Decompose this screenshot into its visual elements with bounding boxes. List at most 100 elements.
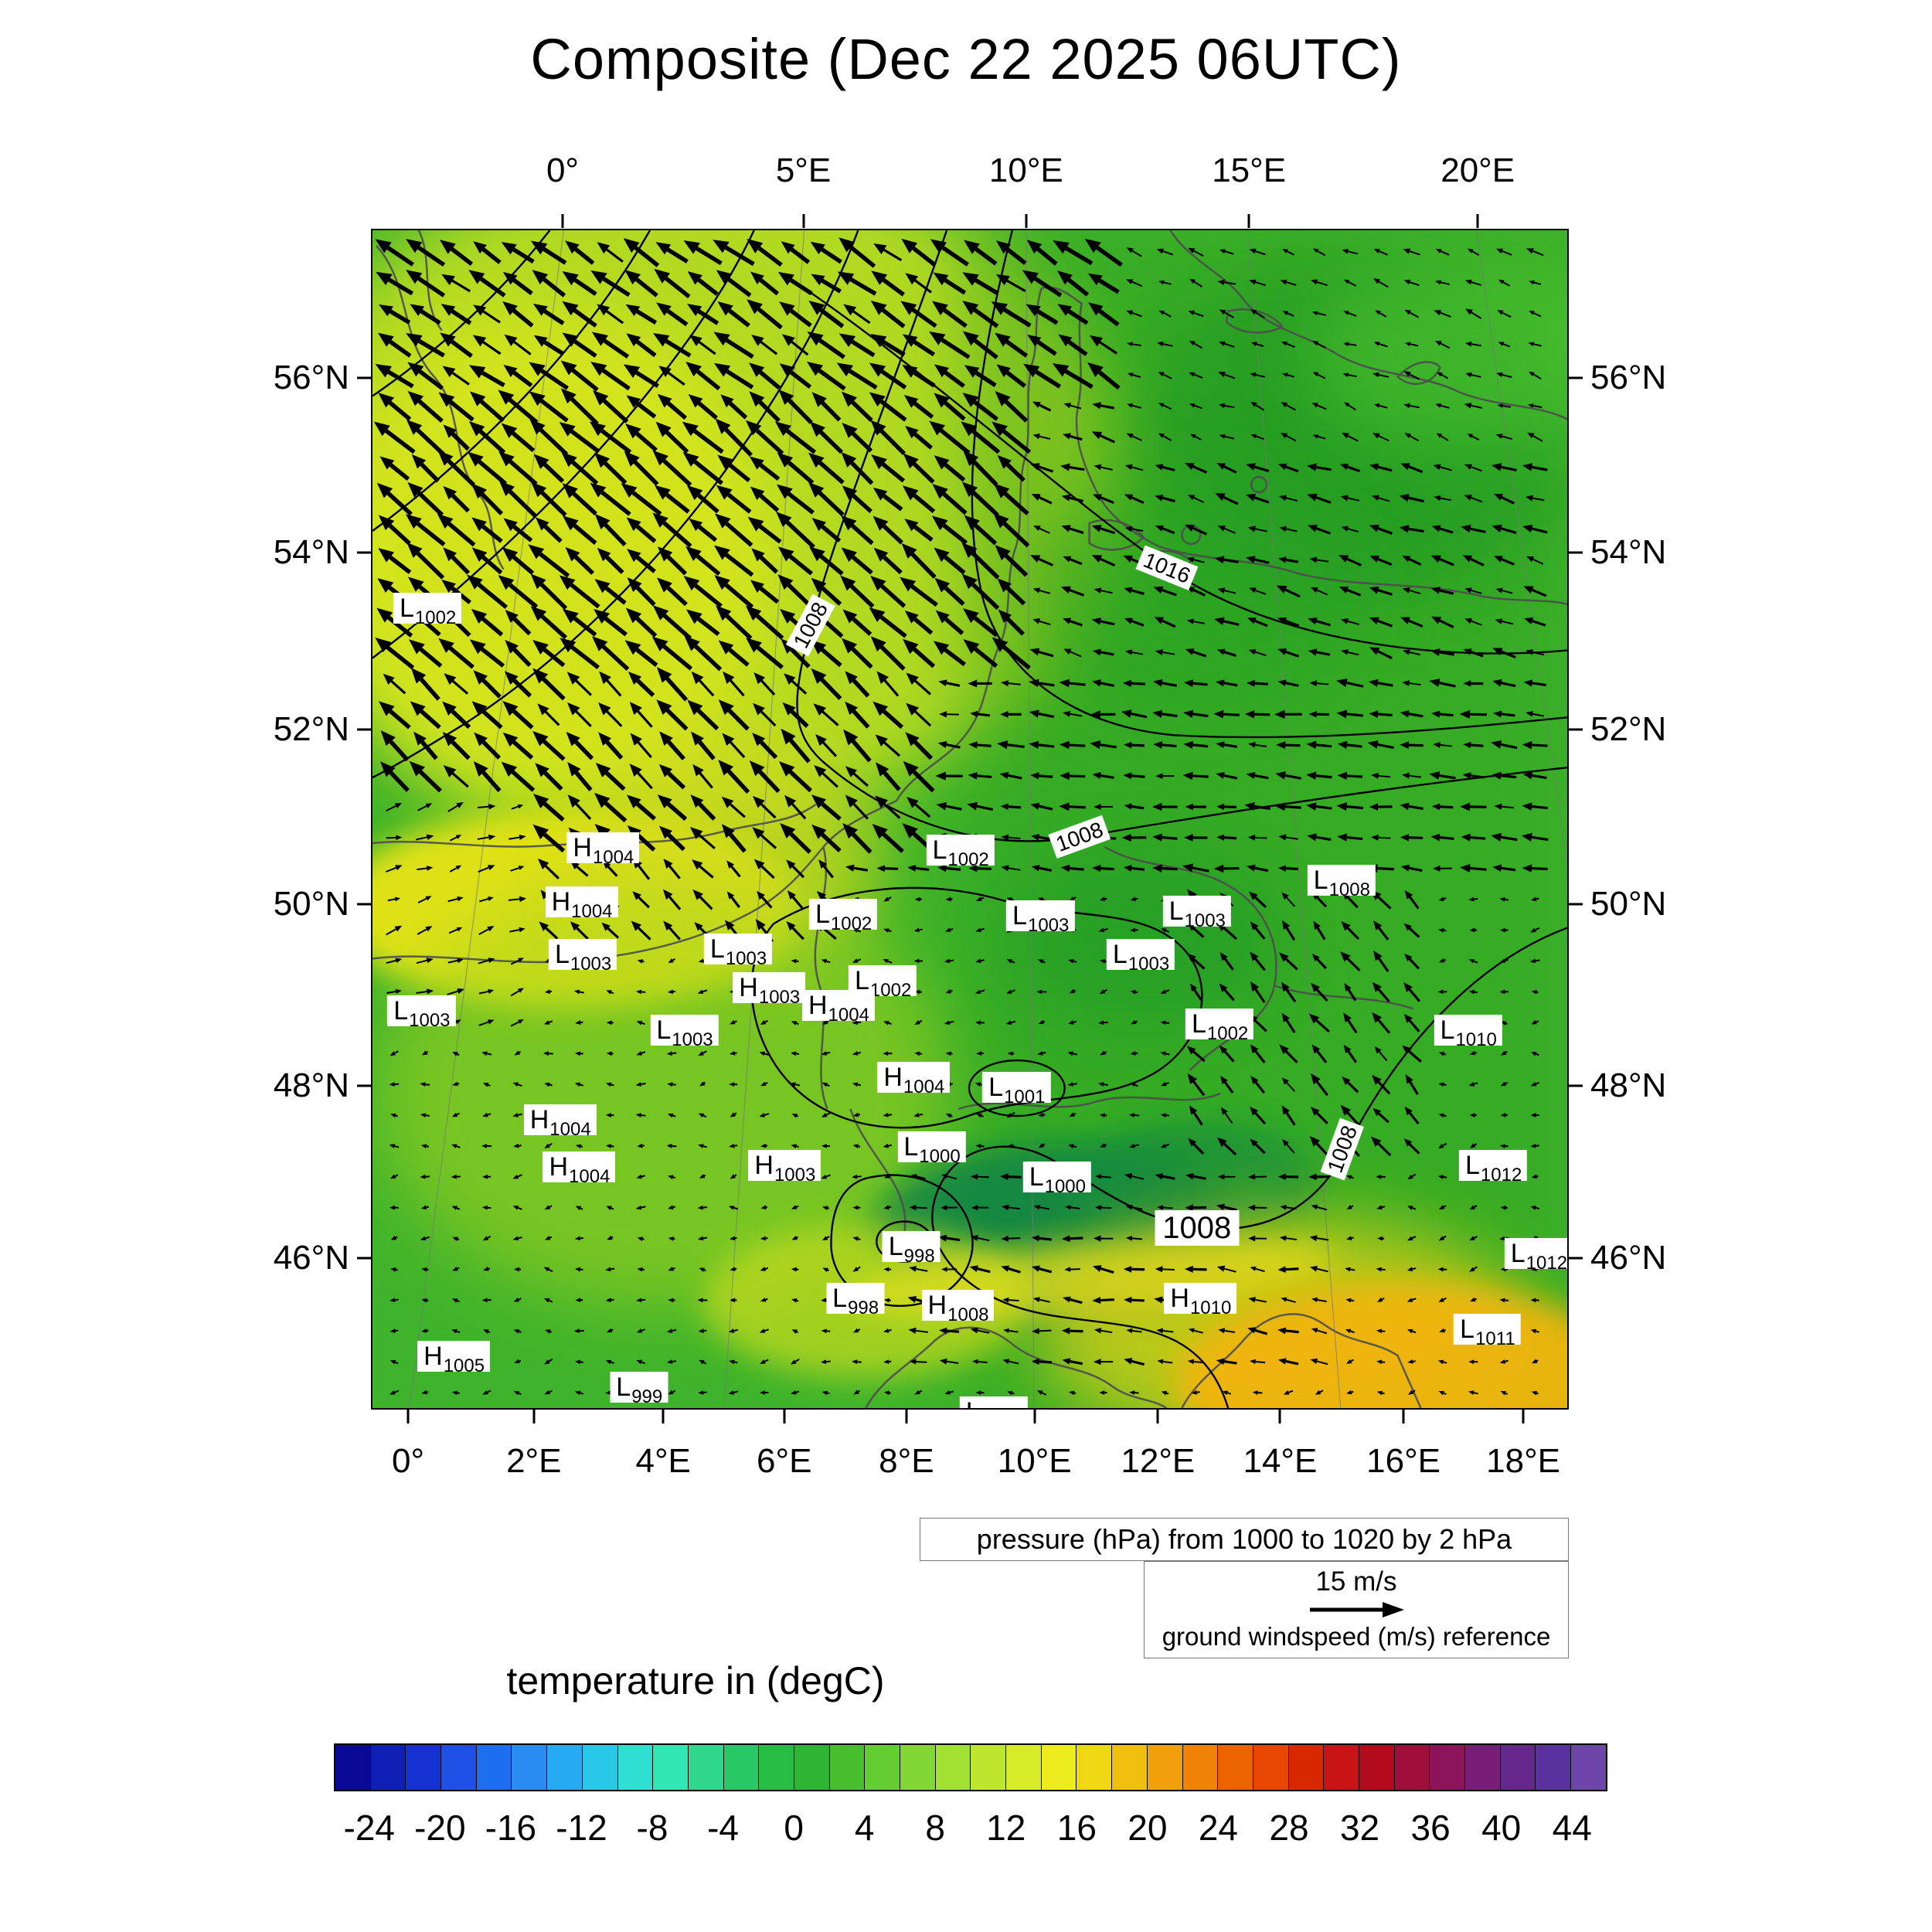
axis-tick-label-bottom: 8°E [879, 1442, 934, 1480]
axis-tick [357, 728, 371, 731]
axis-tick [357, 1257, 371, 1260]
colorbar-segment [1536, 1745, 1572, 1790]
axis-tick [1569, 551, 1583, 554]
colorbar-tick-label: 8 [925, 1808, 946, 1848]
colorbar-tick-label: -20 [414, 1808, 466, 1848]
colorbar-tick-label: 40 [1481, 1808, 1522, 1848]
axis-tick-label-right: 46°N [1590, 1239, 1667, 1277]
axis-tick [1033, 1410, 1036, 1423]
colorbar-segment [406, 1745, 442, 1790]
colorbar-tick-label: -8 [636, 1808, 668, 1848]
axis-tick-label-top: 0° [546, 151, 580, 189]
axis-tick-label-right: 50°N [1590, 885, 1667, 923]
colorbar-segment [1288, 1745, 1325, 1790]
axis-tick [561, 214, 564, 228]
axis-tick-label-left: 48°N [273, 1066, 349, 1105]
colorbar-tick-label: -16 [485, 1808, 537, 1848]
colorbar-tick-label: 12 [986, 1808, 1026, 1848]
axis-tick-label-bottom: 0° [392, 1442, 425, 1480]
colorbar-segment [370, 1745, 406, 1790]
axis-tick-label-bottom: 18°E [1486, 1442, 1561, 1480]
colorbar-segment [829, 1745, 866, 1790]
wind-vector-layer [373, 237, 1549, 1396]
axis-tick [1476, 214, 1479, 228]
axis-tick-label-bottom: 16°E [1366, 1442, 1441, 1480]
axis-tick-label-top: 10°E [988, 151, 1063, 189]
colorbar-segment [759, 1745, 794, 1790]
axis-tick [783, 1410, 786, 1423]
page-title: Composite (Dec 22 2025 06UTC) [530, 27, 1402, 91]
map-svg [372, 230, 1567, 1408]
axis-tick-label-top: 15°E [1212, 151, 1287, 189]
wind-reference-arrow-icon [1310, 1602, 1404, 1617]
axis-tick [802, 214, 805, 228]
colorbar-tick-label: 4 [854, 1808, 875, 1848]
axis-tick [1278, 1410, 1281, 1423]
colorbar-tick-label: 36 [1410, 1808, 1451, 1848]
axis-tick [1569, 1257, 1583, 1260]
colorbar-segment [441, 1745, 477, 1790]
axis-tick [1025, 214, 1028, 228]
colorbar-segment [653, 1745, 689, 1790]
axis-tick [406, 1410, 410, 1423]
wind-legend-speed: 15 m/s [1315, 1566, 1397, 1597]
axis-tick [1156, 1410, 1159, 1423]
axis-tick-label-bottom: 4°E [635, 1442, 691, 1480]
axis-tick-label-bottom: 6°E [757, 1442, 812, 1480]
colorbar-segment [1218, 1745, 1253, 1790]
axis-tick [357, 1084, 371, 1087]
axis-tick [1569, 728, 1583, 731]
axis-tick [357, 376, 371, 379]
pressure-caption: pressure (hPa) from 1000 to 1020 by 2 hP… [920, 1518, 1569, 1561]
colorbar-segment [1430, 1745, 1465, 1790]
map-plot: L1002 H1004 H1004 L1003 L1003 L1003 L1003 H1003… [274, 151, 1667, 1480]
colorbar [334, 1743, 1607, 1791]
axis-tick-label-bottom: 12°E [1121, 1442, 1196, 1480]
axis-tick [1569, 1084, 1583, 1087]
colorbar-segment [935, 1745, 971, 1790]
axis-tick [662, 1410, 665, 1423]
colorbar-segment [1324, 1745, 1359, 1790]
axis-tick [1569, 376, 1583, 379]
axis-tick-label-left: 46°N [273, 1239, 349, 1277]
colorbar-segment [547, 1745, 583, 1790]
colorbar-segment [1112, 1745, 1148, 1790]
axis-tick [1402, 1410, 1405, 1423]
colorbar-segment [582, 1745, 618, 1790]
axis-tick-label-left: 50°N [273, 885, 349, 923]
colorbar-segment [512, 1745, 548, 1790]
axis-tick [1522, 1410, 1525, 1423]
wind-legend-caption: ground windspeed (m/s) reference [1162, 1622, 1551, 1651]
colorbar-tick-label: 20 [1128, 1808, 1168, 1848]
axis-tick-label-top: 5°E [775, 151, 832, 189]
colorbar-segment [723, 1745, 760, 1790]
colorbar-segment [1006, 1745, 1042, 1790]
colorbar-tick-label: 44 [1552, 1808, 1592, 1848]
colorbar-segment [1359, 1745, 1395, 1790]
axis-tick [1247, 214, 1250, 228]
colorbar-tick-label: -4 [707, 1808, 739, 1848]
colorbar-segment [1182, 1745, 1219, 1790]
colorbar-segment [794, 1745, 830, 1790]
axis-tick-label-right: 54°N [1590, 532, 1667, 571]
colorbar-segment [1253, 1745, 1289, 1790]
wind-legend-box: 15 m/s ground windspeed (m/s) reference [1144, 1561, 1569, 1658]
axis-tick [357, 551, 371, 554]
colorbar-segment [688, 1745, 724, 1790]
colorbar-segment [865, 1745, 900, 1790]
colorbar-segment [900, 1745, 936, 1790]
axis-tick-label-left: 54°N [273, 532, 349, 571]
axis-tick [905, 1410, 908, 1423]
colorbar-tick-label: -12 [556, 1808, 607, 1848]
colorbar-tick-label: 16 [1056, 1808, 1097, 1848]
colorbar-segment [1147, 1745, 1183, 1790]
axis-tick-label-bottom: 14°E [1243, 1442, 1318, 1480]
colorbar-segment [1394, 1745, 1430, 1790]
axis-tick-label-right: 56°N [1590, 358, 1667, 396]
colorbar-segment [1500, 1745, 1536, 1790]
colorbar-segment [617, 1745, 654, 1790]
colorbar-tick-label: 32 [1339, 1808, 1380, 1848]
axis-tick-label-right: 52°N [1590, 709, 1667, 748]
axis-tick [532, 1410, 536, 1423]
